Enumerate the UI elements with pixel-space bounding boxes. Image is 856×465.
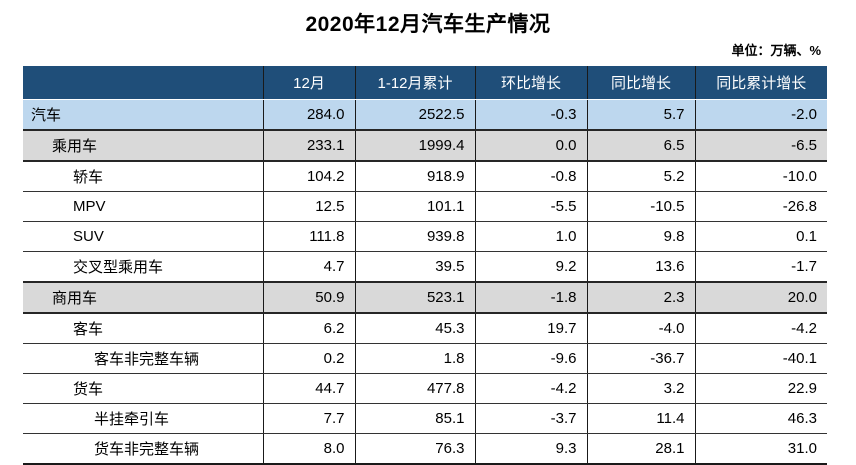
value-cell: 523.1 [354, 281, 475, 314]
value-cell: 6.5 [586, 129, 695, 162]
row-label: 交叉型乘用车 [23, 251, 263, 283]
unit-note: 单位：万辆、% [731, 43, 821, 58]
table-body: 汽车 284.0 2522.5 -0.3 5.7 -2.0 乘用车 233.1 1999.4 0.… [23, 99, 827, 465]
value-cell: 9.8 [586, 221, 695, 252]
row-label: 半挂牵引车 [23, 403, 263, 434]
row-label: SUV [23, 221, 263, 252]
value-cell: 19.7 [474, 313, 587, 344]
value-cell: -4.2 [474, 373, 587, 404]
table-row: 半挂牵引车 7.7 85.1 -3.7 11.4 46.3 [23, 403, 827, 434]
page-title: 2020年12月汽车生产情况 [305, 13, 551, 36]
value-cell: 104.2 [262, 161, 355, 192]
value-cell: 477.8 [354, 373, 475, 404]
value-cell: -10.0 [694, 161, 827, 192]
value-cell: 85.1 [354, 403, 475, 434]
value-cell: -36.7 [586, 343, 695, 374]
value-cell: 6.2 [262, 313, 355, 344]
table-row: 货车 44.7 477.8 -4.2 3.2 22.9 [23, 373, 827, 404]
value-cell: 2.3 [586, 281, 695, 314]
value-cell: -26.8 [694, 191, 827, 222]
value-cell: 12.5 [262, 191, 355, 222]
value-cell: 0.2 [262, 343, 355, 374]
value-cell: 5.7 [586, 99, 695, 131]
value-cell: 11.4 [586, 403, 695, 434]
table-row: MPV 12.5 101.1 -5.5 -10.5 -26.8 [23, 191, 827, 222]
value-cell: 1999.4 [354, 129, 475, 162]
header-cell-december: 12月 [262, 66, 355, 100]
row-label: MPV [23, 191, 263, 222]
value-cell: 8.0 [262, 433, 355, 465]
value-cell: 39.5 [354, 251, 475, 283]
value-cell: 22.9 [694, 373, 827, 404]
header-cell-yoy-cum-growth: 同比累计增长 [694, 66, 827, 100]
value-cell: 45.3 [354, 313, 475, 344]
value-cell: 9.2 [474, 251, 587, 283]
value-cell: 76.3 [354, 433, 475, 465]
value-cell: 0.0 [474, 129, 587, 162]
value-cell: 939.8 [354, 221, 475, 252]
value-cell: 284.0 [262, 99, 355, 131]
value-cell: -4.2 [694, 313, 827, 344]
row-label: 货车 [23, 373, 263, 404]
value-cell: 31.0 [694, 433, 827, 465]
value-cell: -4.0 [586, 313, 695, 344]
value-cell: -40.1 [694, 343, 827, 374]
row-label: 商用车 [23, 281, 263, 314]
value-cell: -2.0 [694, 99, 827, 131]
table-header: 12月 1-12月累计 环比增长 同比增长 同比累计增长 [23, 66, 827, 100]
row-label: 乘用车 [23, 129, 263, 162]
row-label: 汽车 [23, 99, 263, 131]
table-row: 乘用车 233.1 1999.4 0.0 6.5 -6.5 [23, 129, 827, 162]
table-row: 交叉型乘用车 4.7 39.5 9.2 13.6 -1.7 [23, 251, 827, 283]
value-cell: -0.3 [474, 99, 587, 131]
value-cell: -6.5 [694, 129, 827, 162]
row-label: 轿车 [23, 161, 263, 192]
value-cell: 1.8 [354, 343, 475, 374]
value-cell: -3.7 [474, 403, 587, 434]
value-cell: -1.8 [474, 281, 587, 314]
value-cell: 46.3 [694, 403, 827, 434]
value-cell: 2522.5 [354, 99, 475, 131]
table-row: 货车非完整车辆 8.0 76.3 9.3 28.1 31.0 [23, 433, 827, 465]
value-cell: 4.7 [262, 251, 355, 283]
value-cell: 918.9 [354, 161, 475, 192]
value-cell: 13.6 [586, 251, 695, 283]
value-cell: 7.7 [262, 403, 355, 434]
table-row: 客车 6.2 45.3 19.7 -4.0 -4.2 [23, 313, 827, 344]
value-cell: 111.8 [262, 221, 355, 252]
header-cell-label [23, 66, 263, 100]
value-cell: 28.1 [586, 433, 695, 465]
row-label: 客车 [23, 313, 263, 344]
row-label: 客车非完整车辆 [23, 343, 263, 374]
value-cell: -9.6 [474, 343, 587, 374]
header-row: 12月 1-12月累计 环比增长 同比增长 同比累计增长 [23, 66, 827, 100]
header-cell-mom-growth: 环比增长 [474, 66, 587, 100]
page: 2020年12月汽车生产情况 单位：万辆、% 12月 1-12月累计 环比增长 … [0, 8, 856, 465]
value-cell: -10.5 [586, 191, 695, 222]
header-cell-cumulative: 1-12月累计 [354, 66, 475, 100]
value-cell: 1.0 [474, 221, 587, 252]
value-cell: 50.9 [262, 281, 355, 314]
table-row: SUV 111.8 939.8 1.0 9.8 0.1 [23, 221, 827, 252]
value-cell: 233.1 [262, 129, 355, 162]
value-cell: 5.2 [586, 161, 695, 192]
value-cell: -1.7 [694, 251, 827, 283]
value-cell: 101.1 [354, 191, 475, 222]
value-cell: 9.3 [474, 433, 587, 465]
table-row: 商用车 50.9 523.1 -1.8 2.3 20.0 [23, 281, 827, 314]
value-cell: 3.2 [586, 373, 695, 404]
value-cell: -5.5 [474, 191, 587, 222]
value-cell: 0.1 [694, 221, 827, 252]
value-cell: 20.0 [694, 281, 827, 314]
production-table: 12月 1-12月累计 环比增长 同比增长 同比累计增长 汽车 284.0 2522… [23, 66, 827, 465]
table-row: 汽车 284.0 2522.5 -0.3 5.7 -2.0 [23, 99, 827, 131]
table-row: 轿车 104.2 918.9 -0.8 5.2 -10.0 [23, 161, 827, 192]
value-cell: 44.7 [262, 373, 355, 404]
header-cell-yoy-growth: 同比增长 [586, 66, 695, 100]
row-label: 货车非完整车辆 [23, 433, 263, 465]
value-cell: -0.8 [474, 161, 587, 192]
table-row: 客车非完整车辆 0.2 1.8 -9.6 -36.7 -40.1 [23, 343, 827, 374]
